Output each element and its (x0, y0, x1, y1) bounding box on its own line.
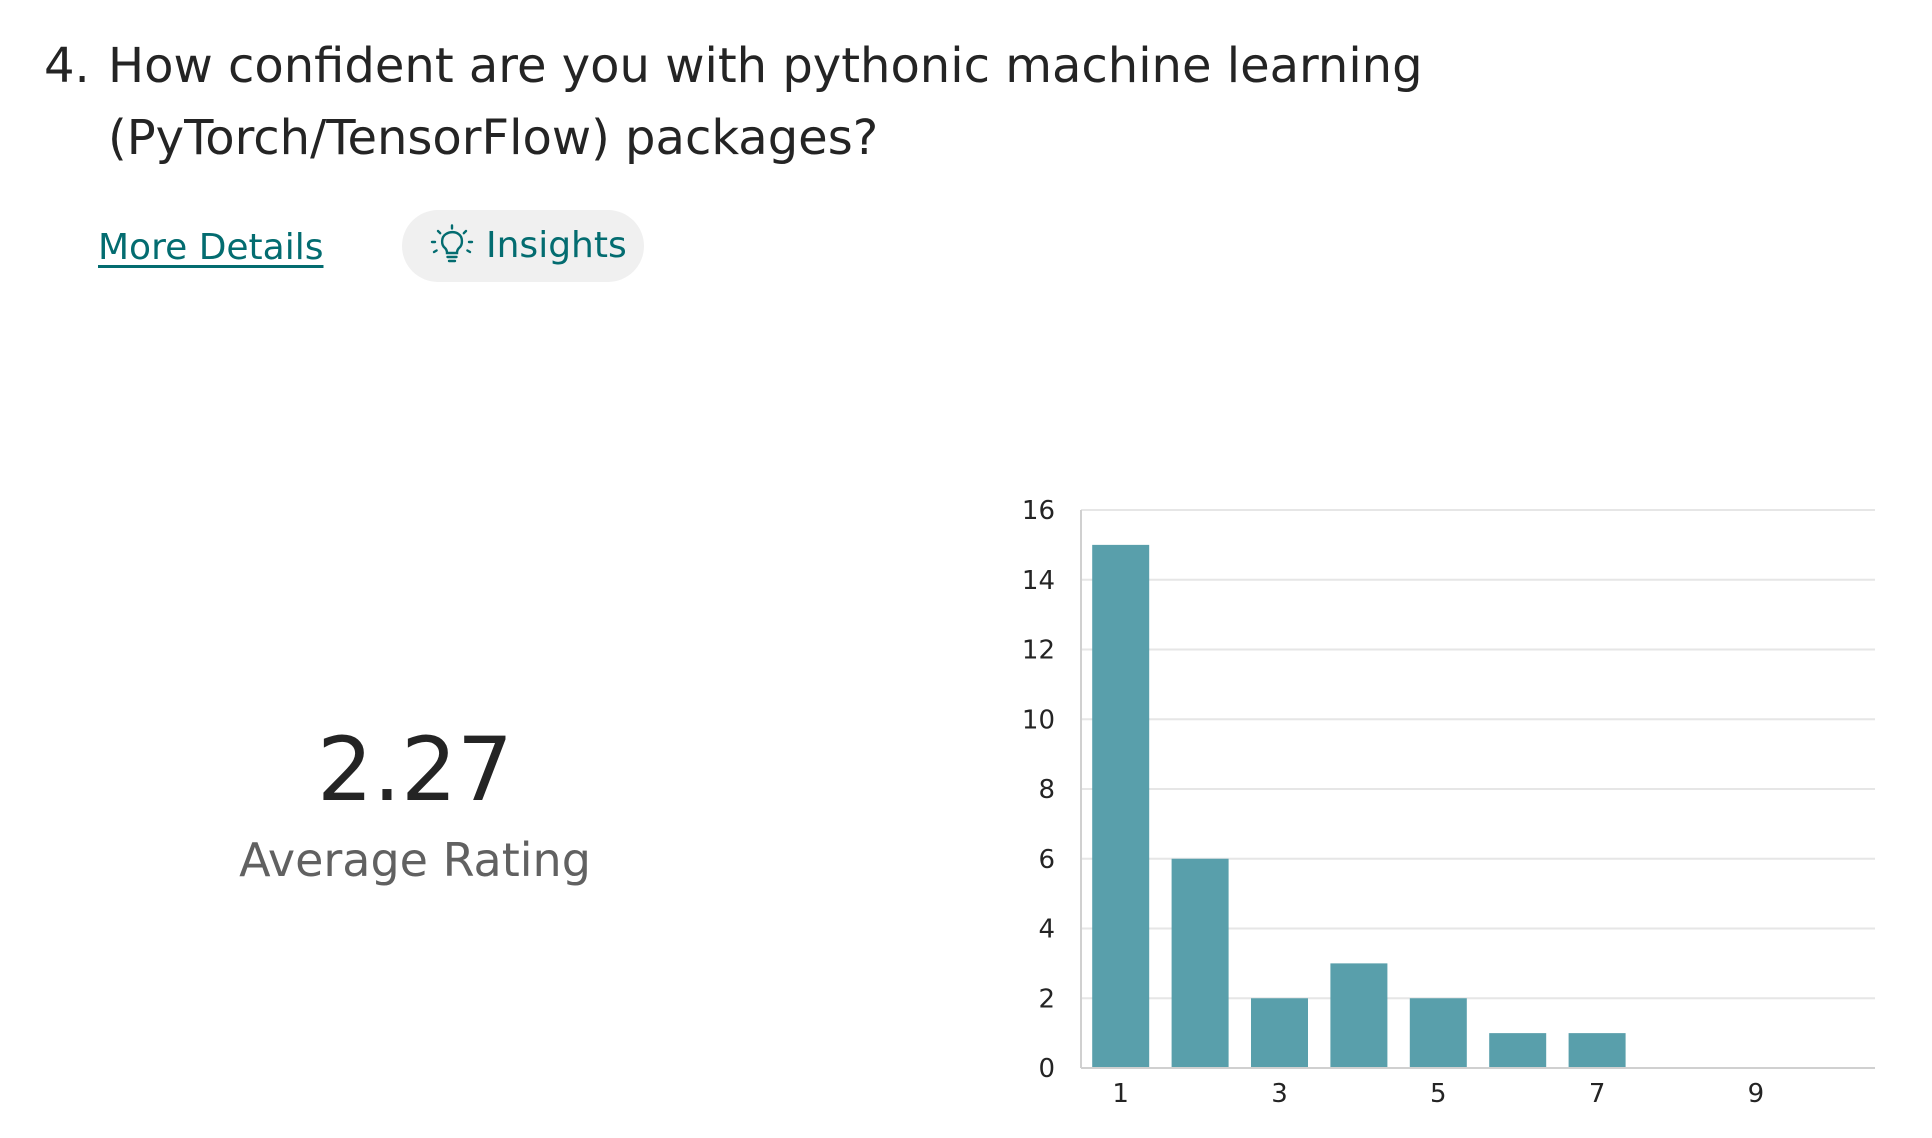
insights-label: Insights (486, 225, 627, 266)
more-details-link[interactable]: More Details (98, 227, 324, 268)
x-tick-label: 3 (1271, 1079, 1288, 1109)
y-tick-label: 12 (1022, 636, 1055, 666)
insights-button[interactable]: Insights (402, 210, 644, 282)
y-tick-label: 14 (1022, 566, 1055, 596)
bar-4 (1330, 963, 1388, 1068)
x-tick-label: 1 (1112, 1079, 1129, 1109)
y-tick-label: 0 (1038, 1054, 1055, 1084)
y-tick-label: 4 (1038, 915, 1055, 945)
y-tick-label: 8 (1038, 775, 1055, 805)
y-tick-label: 6 (1038, 845, 1055, 875)
bar-2 (1171, 858, 1229, 1068)
bar-3 (1251, 998, 1308, 1068)
question-text: How confident are you with pythonic mach… (108, 38, 1423, 166)
y-tick-label: 2 (1038, 984, 1055, 1014)
bar-1 (1092, 544, 1150, 1068)
x-tick-label: 9 (1748, 1079, 1765, 1109)
average-rating-label: Average Rating (239, 833, 591, 887)
x-tick-label: 5 (1430, 1079, 1447, 1109)
bar-5 (1409, 998, 1467, 1068)
lightbulb-icon (430, 224, 474, 263)
bar-7 (1568, 1033, 1626, 1068)
y-tick-label: 16 (1022, 496, 1055, 526)
average-rating-value: 2.27 (317, 718, 513, 821)
question-number: 4. (44, 38, 90, 94)
bar-6 (1489, 1033, 1547, 1068)
x-tick-label: 7 (1589, 1079, 1606, 1109)
y-tick-label: 10 (1022, 705, 1055, 735)
